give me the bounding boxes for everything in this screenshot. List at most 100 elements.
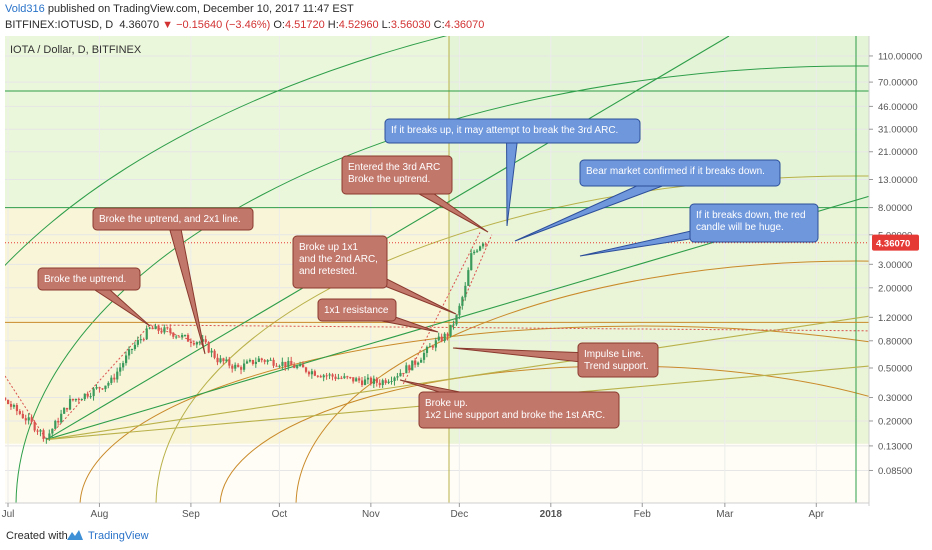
callout-text: 1x2 Line support and broke the 1st ARC. xyxy=(425,410,605,421)
candle-body xyxy=(74,398,78,401)
candle-body xyxy=(302,364,305,368)
callout-text: If it breaks down, the red xyxy=(696,210,806,221)
candle-body xyxy=(39,430,42,432)
candle-body xyxy=(27,417,30,421)
candle-body xyxy=(293,365,296,368)
candle-body xyxy=(207,342,210,353)
candle-body xyxy=(21,413,24,419)
price-chart[interactable]: Broke the uptrend. Broke the uptrend, and… xyxy=(0,36,932,522)
candle-body xyxy=(361,380,364,385)
x-tick-label: Sep xyxy=(182,509,200,520)
candle-body xyxy=(157,326,160,331)
callout-text: Broke up 1x1 xyxy=(299,242,358,253)
candle-body xyxy=(260,358,263,361)
x-tick-label: Oct xyxy=(272,509,288,520)
candles xyxy=(1,242,488,444)
candle-body xyxy=(48,433,51,439)
candle-body xyxy=(160,330,163,333)
tradingview-logo-icon[interactable] xyxy=(66,528,84,547)
candle-body xyxy=(405,365,408,374)
candle-body xyxy=(322,375,325,378)
x-tick-label: Apr xyxy=(809,509,825,520)
annotation-callout: 1x1 resistance xyxy=(317,298,439,333)
candle-body xyxy=(92,388,95,397)
annotation-callout: Broke the uptrend, and 2x1 line. xyxy=(92,207,254,355)
candle-body xyxy=(479,246,482,251)
candle-body xyxy=(248,360,252,362)
candle-body xyxy=(343,376,346,379)
candle-body xyxy=(464,285,467,298)
candle-body xyxy=(399,372,402,377)
callout-text: Broke up. xyxy=(425,398,468,409)
candle-body xyxy=(245,361,249,364)
callout-text: Broke the uptrend. xyxy=(348,174,430,185)
open-label: O: xyxy=(273,19,285,31)
callout-text: and retested. xyxy=(299,266,357,277)
annotation-callout: Broke the uptrend. xyxy=(37,267,151,327)
annotation-callout: Bear market confirmed if it breaks down. xyxy=(514,159,781,242)
candle-body xyxy=(1,393,3,398)
callout-text: Trend support. xyxy=(584,361,649,372)
candle-body xyxy=(54,420,57,429)
candle-body xyxy=(275,365,278,367)
candle-body xyxy=(263,360,266,362)
annotation-callout: If it breaks up, it may attempt to break… xyxy=(384,118,641,227)
tradingview-link[interactable]: TradingView xyxy=(88,530,149,542)
candle-body xyxy=(86,393,89,397)
callout-box xyxy=(418,391,620,429)
candle-body xyxy=(375,378,378,383)
candle-body xyxy=(296,366,299,368)
candle-body xyxy=(307,371,311,375)
fan-line xyxy=(46,36,730,441)
candle-body xyxy=(284,361,287,367)
candle-body xyxy=(278,365,281,367)
price-tag-box xyxy=(872,234,919,251)
candle-body xyxy=(66,407,69,410)
y-tick-label: 1.20000 xyxy=(878,313,912,324)
candle-body xyxy=(257,358,260,362)
callout-box xyxy=(292,235,388,289)
trend-line xyxy=(450,234,493,332)
candle-body xyxy=(393,377,396,381)
candle-body xyxy=(9,404,13,407)
candle-body xyxy=(387,381,390,383)
candle-body xyxy=(325,375,328,377)
candle-body xyxy=(77,398,80,400)
candle-body xyxy=(216,357,219,363)
candle-body xyxy=(80,399,83,401)
y-tick-label: 70.00000 xyxy=(878,78,918,89)
candle-body xyxy=(352,377,355,382)
high-value: 4.52960 xyxy=(338,19,379,31)
author-link[interactable]: Vold316 xyxy=(5,3,45,15)
candle-body xyxy=(33,421,36,431)
gann-arc xyxy=(79,325,869,503)
x-tick-label: Dec xyxy=(450,509,468,520)
candle-body xyxy=(198,341,201,343)
candle-body xyxy=(384,380,387,383)
candle-body xyxy=(390,380,393,382)
candle-body xyxy=(213,350,216,358)
symbol-info: BITFINEX:IOTUSD, D 4.36070 ▼ −0.15640 (−… xyxy=(5,19,484,31)
candle-body xyxy=(98,387,101,389)
candle-body xyxy=(178,336,181,338)
candle-body xyxy=(411,360,414,371)
price-tag-text: 4.36070 xyxy=(876,239,910,250)
annotations: Broke the uptrend. Broke the uptrend, and… xyxy=(37,118,819,429)
y-tick-label: 8.00000 xyxy=(878,203,912,214)
x-tick-label: Jul xyxy=(2,509,15,520)
candle-body xyxy=(139,339,142,341)
candle-body xyxy=(240,367,243,370)
candle-body xyxy=(136,340,139,345)
candle-body xyxy=(154,326,157,330)
time-axis[interactable]: Jul Aug Sep Oct Nov Dec 2018 Feb Mar Apr xyxy=(2,503,825,520)
candle-body xyxy=(210,350,213,353)
candle-body xyxy=(481,243,485,247)
close-value: 4.36070 xyxy=(444,19,485,31)
publish-info: Vold316 published on TradingView.com, De… xyxy=(5,3,354,15)
callout-text: If it breaks up, it may attempt to break… xyxy=(391,125,618,136)
candle-body xyxy=(148,327,151,329)
candle-body xyxy=(455,315,458,325)
